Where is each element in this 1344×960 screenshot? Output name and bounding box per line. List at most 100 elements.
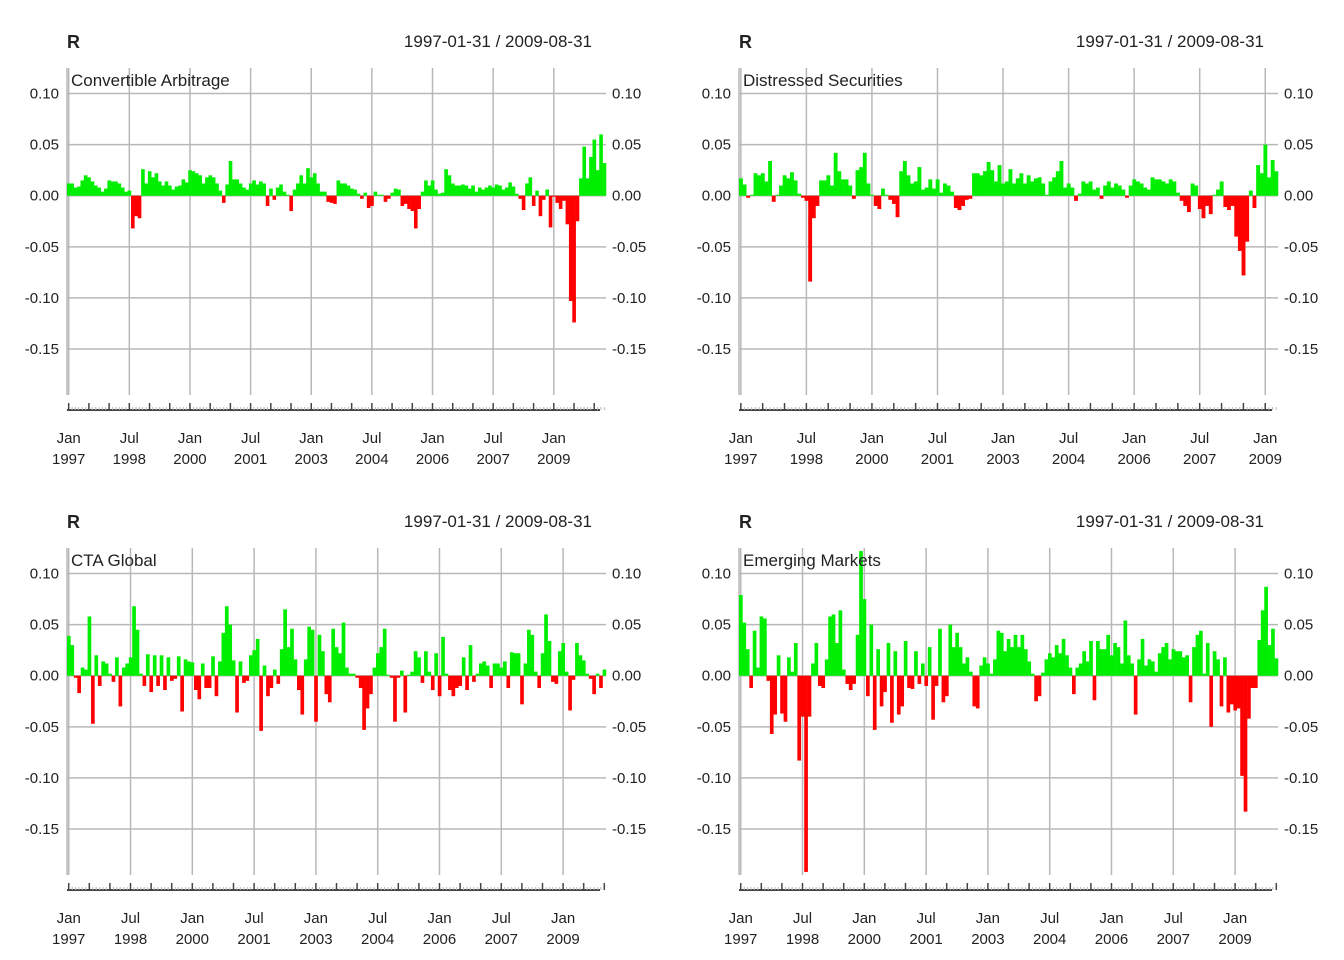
bar bbox=[1106, 181, 1111, 196]
bar bbox=[104, 188, 108, 196]
bar bbox=[191, 171, 196, 196]
bar bbox=[1267, 177, 1271, 196]
bar bbox=[824, 659, 829, 676]
bar bbox=[1123, 620, 1128, 676]
bar bbox=[290, 628, 294, 676]
bar bbox=[338, 653, 342, 676]
bar bbox=[822, 180, 827, 196]
bar bbox=[537, 675, 542, 688]
bar bbox=[348, 673, 353, 676]
bar bbox=[70, 183, 74, 196]
bar bbox=[787, 657, 791, 676]
bar bbox=[90, 181, 95, 196]
bar bbox=[355, 675, 360, 678]
y-tick-label-left: 0.00 bbox=[30, 188, 59, 205]
bar bbox=[877, 195, 882, 210]
bar bbox=[828, 616, 832, 676]
bar bbox=[1099, 195, 1104, 199]
bar bbox=[1165, 183, 1169, 196]
bar bbox=[1205, 643, 1210, 676]
bar bbox=[482, 661, 487, 676]
bar bbox=[245, 675, 250, 681]
bar bbox=[1130, 663, 1135, 676]
bar bbox=[207, 675, 212, 688]
bar bbox=[585, 673, 590, 676]
x-tick-label-year: 2004 bbox=[1033, 931, 1066, 948]
bar bbox=[1106, 634, 1111, 676]
bar bbox=[931, 675, 935, 720]
bar bbox=[286, 647, 291, 676]
bar bbox=[117, 183, 122, 196]
bar bbox=[296, 183, 300, 196]
bar bbox=[441, 636, 445, 676]
x-tick-label-year: 1998 bbox=[113, 451, 146, 468]
y-tick-label-left: 0.10 bbox=[702, 566, 731, 583]
bar bbox=[468, 645, 473, 676]
bar bbox=[363, 192, 368, 196]
bar bbox=[581, 660, 586, 676]
bar bbox=[353, 189, 357, 196]
bar bbox=[1176, 192, 1180, 196]
bar bbox=[516, 653, 521, 676]
bar bbox=[137, 195, 142, 219]
bar bbox=[541, 195, 546, 200]
x-tick-label-year: 2000 bbox=[176, 931, 209, 948]
bar bbox=[499, 667, 504, 676]
bar bbox=[1013, 634, 1018, 676]
bar bbox=[1041, 183, 1046, 196]
bar bbox=[1132, 179, 1137, 196]
bar bbox=[982, 657, 987, 676]
x-tick-label-month: Jul bbox=[492, 910, 511, 927]
bar bbox=[944, 675, 949, 697]
bar bbox=[562, 195, 566, 201]
x-tick-label-month: Jan bbox=[420, 430, 444, 447]
bar bbox=[1197, 195, 1202, 210]
bar bbox=[545, 189, 549, 196]
x-tick-label-month: Jul bbox=[793, 910, 812, 927]
bar bbox=[552, 195, 556, 197]
bar bbox=[457, 185, 462, 196]
x-tick-label-year: 1997 bbox=[52, 451, 85, 468]
bar bbox=[844, 179, 849, 196]
bar bbox=[221, 632, 226, 676]
bar bbox=[1146, 189, 1151, 196]
bar bbox=[523, 663, 528, 676]
bar bbox=[1082, 651, 1086, 676]
bar bbox=[1026, 175, 1031, 196]
bar bbox=[595, 673, 600, 676]
bar bbox=[369, 675, 373, 695]
bar bbox=[989, 673, 994, 676]
bar bbox=[297, 675, 301, 691]
bar bbox=[835, 643, 839, 676]
bar bbox=[599, 134, 603, 196]
bar bbox=[739, 178, 743, 196]
bar bbox=[198, 175, 202, 196]
bar bbox=[306, 168, 310, 196]
bar bbox=[1034, 675, 1038, 702]
x-tick-label-month: Jan bbox=[991, 430, 1015, 447]
y-tick-label-right: -0.05 bbox=[612, 719, 646, 736]
chart-title: R bbox=[67, 32, 80, 52]
bar bbox=[107, 180, 112, 196]
bar bbox=[821, 675, 826, 688]
x-tick-label-month: Jan bbox=[551, 910, 575, 927]
bar bbox=[838, 610, 843, 676]
bar bbox=[592, 139, 597, 196]
bar bbox=[145, 654, 150, 676]
bar bbox=[410, 671, 414, 676]
bar bbox=[1114, 183, 1118, 196]
x-tick-label-year: 2004 bbox=[1052, 451, 1085, 468]
y-tick-label-left: 0.00 bbox=[30, 668, 59, 685]
bar bbox=[1074, 195, 1078, 201]
bar bbox=[494, 184, 499, 196]
bar bbox=[538, 195, 543, 217]
bar bbox=[745, 649, 750, 676]
y-tick-label-left: -0.15 bbox=[25, 341, 59, 358]
bar bbox=[481, 189, 485, 196]
bar bbox=[269, 675, 274, 688]
bar bbox=[383, 195, 388, 202]
bar bbox=[557, 651, 562, 676]
bar bbox=[1216, 659, 1220, 676]
bar bbox=[783, 675, 788, 722]
bar bbox=[454, 185, 459, 196]
